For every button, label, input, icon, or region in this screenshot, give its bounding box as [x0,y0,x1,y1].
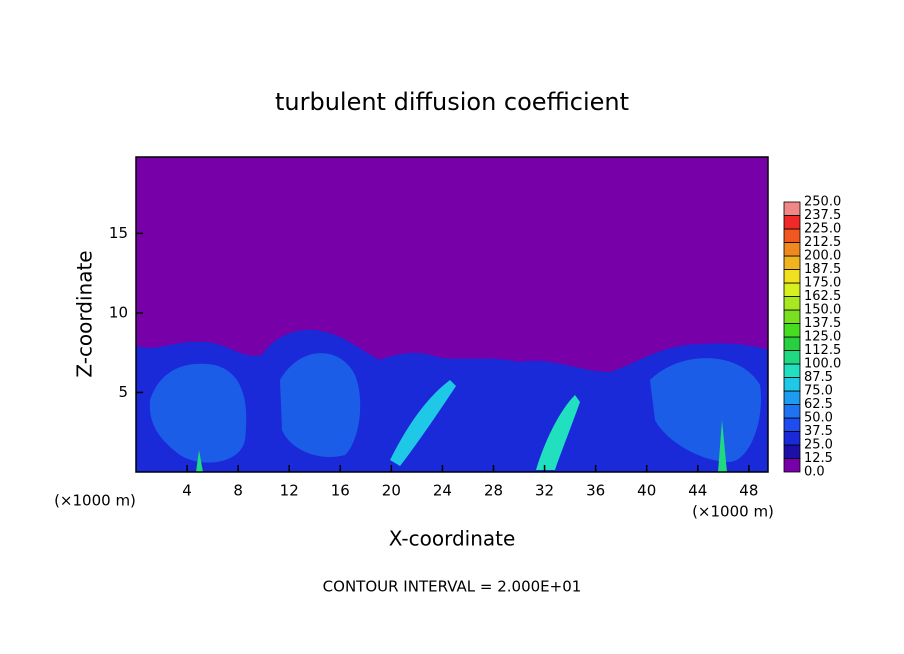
x-tick-label: 8 [233,482,243,500]
colorbar-label: 37.5 [804,424,833,439]
x-unit-label: (×1000 m) [692,503,774,521]
y-axis-title: Z-coordinate [73,250,97,377]
colorbar-box [783,255,801,270]
colorbar-box [783,269,801,284]
eddy [149,363,247,463]
colorbar-box [783,363,801,378]
colorbar-box [783,215,801,230]
x-tick-label: 40 [637,482,656,500]
colorbar-box [783,296,801,311]
colorbar-label: 225.0 [804,222,841,237]
x-tick-label: 24 [433,482,452,500]
colorbar-label: 150.0 [804,303,841,318]
colorbar-label: 250.0 [804,195,841,210]
colorbar-label: 200.0 [804,249,841,264]
colorbar-box [783,309,801,324]
colorbar-box [783,282,801,297]
colorbar-box [783,350,801,365]
colorbar-label: 125.0 [804,330,841,345]
colorbar-box [783,242,801,257]
colorbar-box [783,336,801,351]
eddy [536,395,580,470]
eddy [280,353,361,458]
colorbar-box [783,458,801,473]
x-tick-label: 4 [182,482,192,500]
colorbar-box [783,228,801,243]
colorbar-box [783,404,801,419]
x-tick-label: 28 [484,482,503,500]
x-tick-label: 12 [280,482,299,500]
y-tick-label: 10 [109,303,128,321]
colorbar-box [783,323,801,338]
colorbar-box [783,417,801,432]
colorbar-label: 187.5 [804,262,841,277]
eddy [650,358,761,462]
chart-title: turbulent diffusion coefficient [275,88,629,116]
colorbar-label: 87.5 [804,370,833,385]
y-tick-label: 5 [118,383,128,401]
colorbar-label: 237.5 [804,208,841,223]
colorbar-label: 162.5 [804,289,841,304]
eddy [390,380,456,466]
colorbar-box [783,431,801,446]
colorbar-label: 100.0 [804,357,841,372]
x-unit-label: (×1000 m) [54,492,136,510]
x-tick-label: 48 [739,482,758,500]
x-tick-label: 36 [586,482,605,500]
colorbar-box [783,377,801,392]
annotation: CONTOUR INTERVAL = 2.000E+01 [323,578,582,596]
colorbar-label: 75.0 [804,384,833,399]
colorbar-label: 137.5 [804,316,841,331]
colorbar-label: 62.5 [804,397,833,412]
x-tick-label: 20 [382,482,401,500]
colorbar-label: 50.0 [804,411,833,426]
plot-frame [135,156,769,473]
x-tick-label: 32 [535,482,554,500]
colorbar-box [783,390,801,405]
x-tick-label: 44 [688,482,707,500]
colorbar-box [783,201,801,216]
colorbar-box [783,444,801,459]
y-tick-label: 15 [109,224,128,242]
colorbar-label: 212.5 [804,235,841,250]
x-tick-label: 16 [331,482,350,500]
colorbar-label: 0.0 [804,465,825,480]
colorbar-label: 112.5 [804,343,841,358]
colorbar-label: 175.0 [804,276,841,291]
colorbar-label: 25.0 [804,438,833,453]
field [135,156,769,473]
colorbar-label: 12.5 [804,451,833,466]
x-axis-title: X-coordinate [389,527,516,551]
